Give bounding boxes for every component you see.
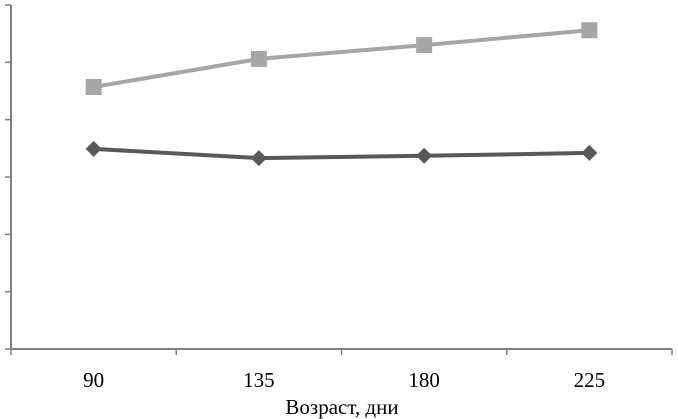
x-tick-label: 180 bbox=[408, 368, 440, 392]
data-point-square bbox=[85, 78, 102, 95]
x-axis-title: Возраст, дни bbox=[285, 395, 398, 419]
x-tick-label: 225 bbox=[574, 368, 606, 392]
x-tick-label: 135 bbox=[243, 368, 275, 392]
series-line-1 bbox=[93, 146, 590, 161]
data-point-diamond bbox=[250, 150, 267, 167]
data-point-diamond bbox=[85, 140, 102, 157]
x-tick-label: 90 bbox=[83, 368, 104, 392]
data-point-square bbox=[250, 50, 267, 67]
data-point-square bbox=[581, 22, 598, 39]
series-line-0 bbox=[93, 28, 590, 89]
data-point-square bbox=[416, 37, 433, 54]
data-point-diamond bbox=[581, 144, 598, 161]
data-point-diamond bbox=[416, 147, 433, 164]
